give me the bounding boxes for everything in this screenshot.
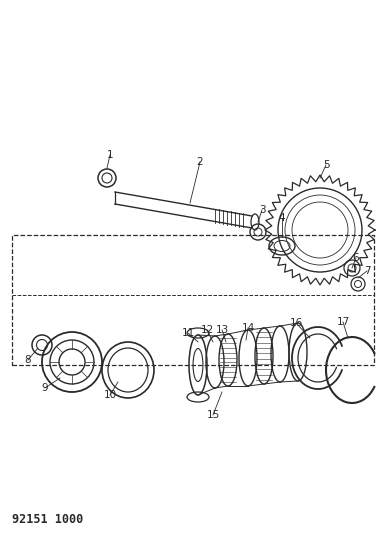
Text: 11: 11: [181, 328, 195, 338]
Text: 12: 12: [200, 325, 214, 335]
Text: 3: 3: [259, 205, 265, 215]
Text: 15: 15: [206, 410, 220, 420]
Text: 16: 16: [289, 318, 303, 328]
Text: 17: 17: [336, 317, 350, 327]
Text: 92151 1000: 92151 1000: [12, 513, 83, 526]
Text: 2: 2: [197, 157, 203, 167]
Text: 10: 10: [104, 390, 116, 400]
Text: 4: 4: [279, 213, 285, 223]
Text: 9: 9: [42, 383, 48, 393]
Text: 13: 13: [215, 325, 229, 335]
Text: 7: 7: [364, 266, 370, 276]
Bar: [12, 235, 374, 365]
Text: 8: 8: [25, 355, 31, 365]
Text: 5: 5: [323, 160, 329, 170]
Text: 1: 1: [107, 150, 113, 160]
Text: 14: 14: [241, 323, 255, 333]
Text: 6: 6: [353, 253, 359, 263]
